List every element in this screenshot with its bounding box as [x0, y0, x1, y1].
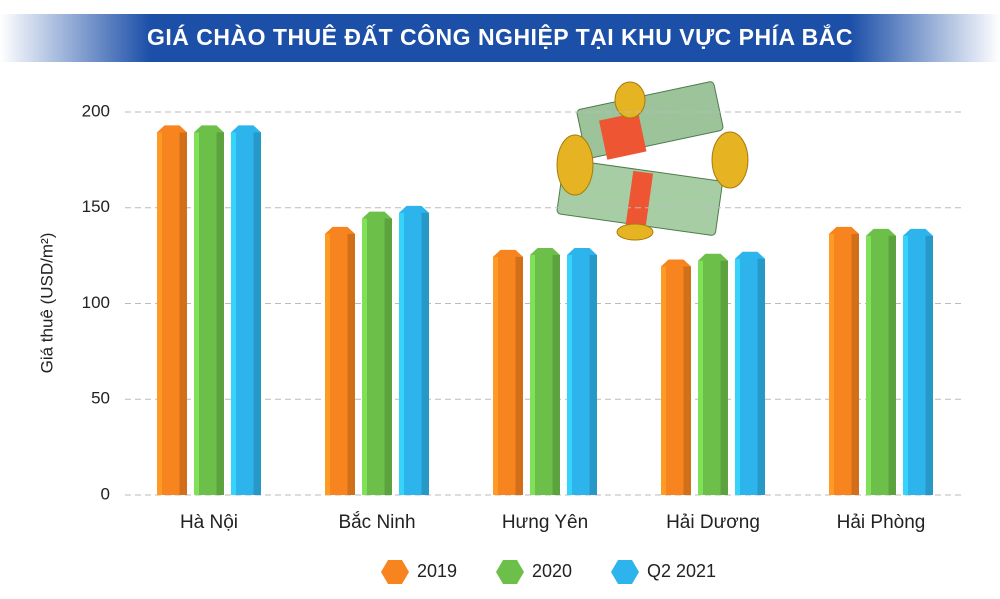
- bar-side: [866, 235, 871, 495]
- bar-side: [325, 233, 330, 495]
- bar-side: [698, 260, 703, 495]
- bar-side: [567, 254, 572, 495]
- bar-shade: [515, 256, 523, 495]
- bar-shade: [216, 132, 224, 495]
- bar-side: [829, 233, 834, 495]
- bar-shade: [552, 254, 560, 495]
- x-tick-label: Hải Phòng: [837, 512, 926, 533]
- bar-side: [661, 266, 666, 495]
- bar-shade: [384, 218, 392, 495]
- y-tick-label: 200: [82, 101, 110, 120]
- bar-shade: [589, 254, 597, 495]
- bar-side: [530, 254, 535, 495]
- y-tick-label: 100: [82, 293, 110, 312]
- x-tick-label: Bắc Ninh: [338, 511, 415, 533]
- bar-side: [735, 258, 740, 495]
- legend-label: 2020: [532, 561, 572, 581]
- legend-swatch: [496, 560, 524, 584]
- bar-shade: [683, 266, 691, 495]
- title-banner: [0, 14, 1000, 62]
- x-tick-label: Hà Nội: [180, 512, 238, 533]
- bar-side: [231, 132, 236, 495]
- bar-shade: [421, 212, 429, 495]
- y-tick-label: 0: [101, 484, 110, 503]
- bar-shade: [347, 233, 355, 495]
- bar-side: [493, 256, 498, 495]
- bar-shade: [757, 258, 765, 495]
- bar-side: [362, 218, 367, 495]
- money-illustration: [556, 81, 749, 241]
- chart-title: GIÁ CHÀO THUÊ ĐẤT CÔNG NGHIỆP TẠI KHU VỰ…: [147, 23, 853, 50]
- legend-swatch: [611, 560, 639, 584]
- bar-shade: [179, 132, 187, 495]
- bar-shade: [888, 235, 896, 495]
- bar-shade: [925, 235, 933, 495]
- bar-side: [399, 212, 404, 495]
- bar-side: [903, 235, 908, 495]
- y-tick-label: 150: [82, 197, 110, 216]
- bar-side: [194, 132, 199, 495]
- x-tick-label: Hưng Yên: [502, 512, 588, 533]
- legend-label: Q2 2021: [647, 561, 716, 581]
- bar-shade: [851, 233, 859, 495]
- legend-swatch: [381, 560, 409, 584]
- legend-label: 2019: [417, 561, 457, 581]
- x-tick-label: Hải Dương: [666, 512, 760, 533]
- bar-shade: [720, 260, 728, 495]
- y-axis-label: Giá thuê (USD/m²): [37, 233, 56, 374]
- y-tick-label: 50: [91, 389, 110, 408]
- bar-shade: [253, 132, 261, 495]
- bar-side: [157, 132, 162, 495]
